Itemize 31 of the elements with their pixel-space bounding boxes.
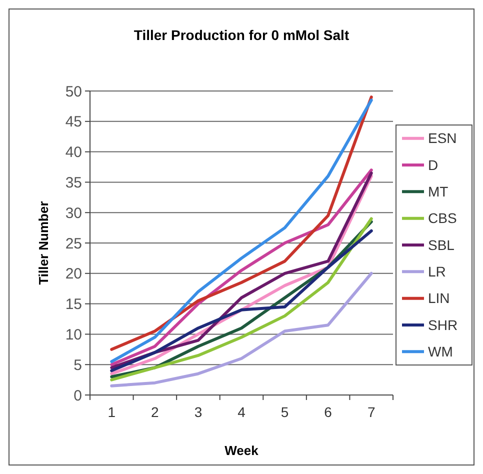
legend-label: MT [428,184,449,200]
legend-label: WM [428,344,453,360]
legend-label: CBS [428,210,457,226]
x-tick-label: 5 [280,404,289,420]
x-tick-label: 2 [151,404,160,420]
x-tick-label: 7 [367,404,376,420]
x-tick-label: 4 [238,404,246,420]
y-tick-label: 15 [65,296,82,314]
legend-label: SHR [428,316,458,333]
x-tick-label: 1 [108,404,116,420]
y-axis-title: Tiller Number [36,201,51,285]
legend-label: D [428,156,438,173]
y-tick-label: 25 [65,235,82,252]
legend-label: ESN [428,130,457,146]
y-tick-label: 10 [65,326,82,344]
y-tick-label: 5 [74,356,82,374]
y-tick-label: 30 [65,204,82,222]
legend-label: SBL [428,236,455,253]
y-tick-label: 45 [65,114,82,131]
y-tick-label: 40 [65,144,82,162]
x-tick-label: 6 [324,404,332,420]
y-tick-label: 0 [74,387,82,404]
x-tick-label: 3 [194,404,202,420]
legend-label: LR [428,264,446,280]
chart-title: Tiller Production for 0 mMol Salt [134,27,350,43]
y-tick-label: 20 [65,266,82,283]
y-tick-label: 35 [65,174,82,192]
x-axis-title: Week [224,443,260,458]
legend-label: LIN [428,290,450,306]
line-series [110,272,373,388]
y-tick-label: 50 [65,83,82,100]
